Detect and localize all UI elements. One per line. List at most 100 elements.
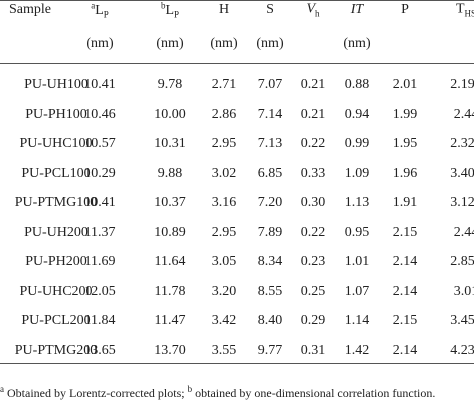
table-cell: 8.34 (257, 254, 283, 269)
table-cell: 3.05 (211, 254, 237, 269)
table-cell: 2.86 (211, 106, 237, 122)
table-cell: 3.55 (211, 342, 237, 358)
table-cell: 2.95 (211, 224, 237, 240)
header-sub: HS (464, 8, 474, 19)
table-cell: PU-PCL200 (21, 313, 91, 328)
header-sup: b (160, 0, 166, 11)
table-cell: 2.15 (392, 313, 418, 328)
table-cell: 7.89 (257, 224, 283, 240)
table-cell: PU-UH100 (24, 77, 88, 92)
column-header: bLP (161, 0, 179, 19)
header-main: IT (350, 2, 364, 17)
table-cell: 9.88 (157, 165, 183, 181)
header-main: L (95, 2, 104, 18)
table-cell: 3.16 (211, 195, 237, 210)
table-cell: 10.29 (84, 165, 116, 181)
table-cell: PU-PTMG100 (14, 195, 98, 210)
header-rule (0, 63, 474, 64)
table-cell: 7.07 (257, 77, 283, 92)
table-cell: 10.57 (84, 136, 116, 151)
table-cell: 0.95 (344, 224, 370, 240)
table-cell: 3.02 (211, 165, 237, 181)
header-sub: P (103, 9, 109, 20)
table-cell: 1.14 (344, 313, 370, 328)
header-sup: a (91, 0, 96, 11)
table-cell: 0.88 (344, 77, 370, 92)
table-cell: 0.21 (300, 106, 326, 122)
table-cell: 2.856 (450, 254, 474, 269)
footnote: a Obtained by Lorentz-corrected plots; b… (0, 384, 435, 401)
table-cell: 0.30 (300, 195, 326, 210)
table-cell: 11.69 (84, 254, 116, 269)
header-main: L (165, 2, 175, 18)
table-cell: 10.37 (154, 195, 186, 210)
table-cell: PU-PH100 (25, 106, 87, 122)
table-cell: PU-UHC200 (19, 283, 93, 299)
footnote-text: Obtained by Lorentz-corrected plots; (4, 386, 188, 400)
table-cell: 7.20 (257, 195, 283, 210)
column-unit: (nm) (210, 36, 238, 51)
table-cell: 13.65 (84, 342, 116, 358)
table-cell: 2.44 (453, 106, 474, 122)
table-cell: PU-PTMG200 (14, 342, 98, 358)
table-cell: 3.01 (453, 283, 474, 299)
table-cell: 0.22 (300, 136, 326, 151)
column-header: aLP (91, 0, 109, 19)
table-cell: 0.29 (300, 313, 326, 328)
table-cell: 2.44 (453, 224, 474, 240)
table-cell: 12.05 (84, 283, 116, 299)
table-cell: 10.41 (84, 77, 116, 92)
table-cell: 3.125 (450, 195, 474, 210)
top-rule (0, 0, 474, 1)
table-cell: PU-UH200 (24, 224, 88, 240)
table-cell: 9.78 (157, 77, 183, 92)
table-cell: 0.22 (300, 224, 326, 240)
column-unit: (nm) (86, 36, 114, 51)
table-cell: 1.13 (344, 195, 370, 210)
header-main: H (218, 2, 230, 17)
bottom-rule (0, 363, 474, 364)
table-cell: PU-UHC100 (19, 136, 93, 151)
table-cell: 0.99 (344, 136, 370, 151)
table-cell: 2.196 (450, 77, 474, 92)
table-cell: 6.85 (257, 165, 283, 181)
column-header: IT (351, 2, 363, 18)
table-cell: 8.55 (257, 283, 283, 299)
column-header: P (401, 2, 409, 18)
table-cell: 11.37 (84, 224, 116, 240)
table-cell: 3.20 (211, 283, 237, 299)
table-cell: 1.09 (344, 165, 370, 181)
table-cell: 0.33 (300, 165, 326, 181)
table-cell: 0.21 (300, 77, 326, 92)
table-cell: 3.406 (450, 165, 474, 181)
column-unit: (nm) (343, 36, 371, 51)
column-unit: (nm) (156, 36, 184, 51)
table-cell: 7.13 (257, 136, 283, 151)
header-main: S (266, 2, 274, 17)
table-cell: 1.91 (392, 195, 418, 210)
table-cell: PU-PH200 (25, 254, 87, 269)
table-cell: 2.14 (392, 283, 418, 299)
table-cell: 10.89 (154, 224, 186, 240)
table-cell: 1.01 (344, 254, 370, 269)
table-cell: 2.01 (392, 77, 418, 92)
column-header: Sample (9, 2, 51, 18)
table-cell: 0.31 (300, 342, 326, 358)
header-main: P (401, 2, 409, 17)
table-cell: 11.47 (154, 313, 186, 328)
table-cell: 1.42 (344, 342, 370, 358)
column-header: THS (456, 2, 474, 19)
table-cell: 1.07 (344, 283, 370, 299)
table-cell: 8.40 (257, 313, 283, 328)
header-main: V (306, 1, 316, 17)
table-cell: 10.41 (84, 195, 116, 210)
table-cell: 0.94 (344, 106, 370, 122)
table-cell: 10.00 (154, 106, 186, 122)
table-cell: 10.46 (84, 106, 116, 122)
table-cell: 7.14 (257, 106, 283, 122)
header-main: Sample (9, 2, 51, 17)
header-sub: P (174, 9, 180, 20)
table-cell: 11.78 (154, 283, 186, 299)
table-cell: 2.14 (392, 342, 418, 358)
